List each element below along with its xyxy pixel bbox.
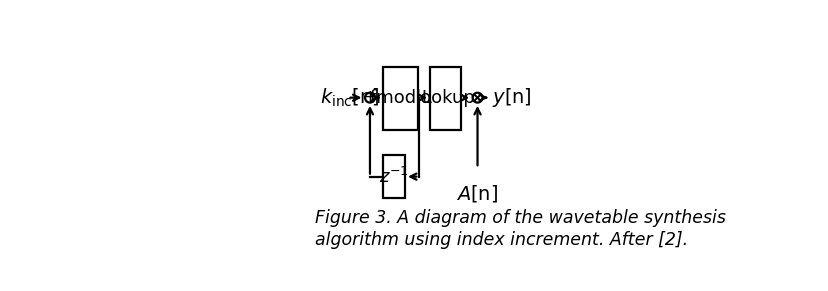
- Text: algorithm using index increment. After [2].: algorithm using index increment. After […: [315, 231, 687, 249]
- Text: $z^{-1}$: $z^{-1}$: [378, 166, 408, 187]
- Circle shape: [364, 93, 374, 103]
- Text: $+$: $+$: [362, 88, 377, 106]
- Text: lookup: lookup: [415, 89, 475, 107]
- Text: Figure 3. A diagram of the wavetable synthesis: Figure 3. A diagram of the wavetable syn…: [315, 209, 725, 226]
- Text: $k_{\mathregular{inc}}$[n]: $k_{\mathregular{inc}}$[n]: [319, 86, 378, 109]
- Circle shape: [472, 93, 482, 103]
- Bar: [383, 68, 417, 130]
- Bar: [430, 68, 460, 130]
- Text: $A$[n]: $A$[n]: [456, 183, 498, 204]
- Text: $y$[n]: $y$[n]: [492, 86, 532, 109]
- Text: fmod L: fmod L: [369, 89, 431, 107]
- Bar: [383, 155, 404, 198]
